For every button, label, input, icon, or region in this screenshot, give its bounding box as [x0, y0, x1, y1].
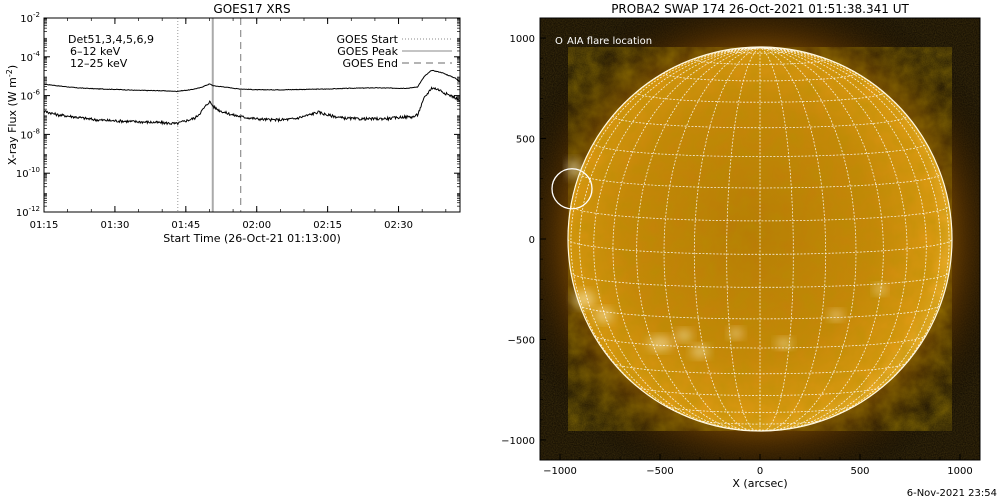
xrs-curves	[44, 18, 460, 212]
swap-xtick-label: −1000	[543, 466, 577, 477]
swap-ytick-label: −1000	[501, 436, 535, 447]
swap-xtick-label: 0	[757, 466, 763, 477]
grid-line	[759, 47, 950, 413]
active-region	[676, 329, 692, 342]
xrs-xtick-label: 02:30	[384, 220, 413, 231]
active-region	[729, 328, 743, 339]
grid-line	[613, 362, 907, 375]
grid-line	[759, 47, 827, 432]
xrs-title: GOES17 XRS	[213, 2, 290, 16]
active-region	[595, 308, 613, 323]
active-region	[829, 310, 843, 321]
grid-line	[570, 205, 950, 222]
sun-texture	[568, 47, 952, 431]
xrs-panel: GOES17 XRS 10-12 10-10 10-8 10-6 10-4 10-2 01…	[5, 2, 461, 245]
flare-annotation: AIA flare location	[567, 36, 652, 47]
grid-line	[693, 57, 827, 65]
xrs-series-line	[44, 69, 460, 93]
grid-line	[593, 47, 761, 430]
legend-detectors: Det51,3,4,5,6,9	[68, 33, 154, 46]
xrs-ylabel: X-ray Flux (W m-2)	[5, 65, 19, 165]
xrs-xtick-label: 01:15	[30, 220, 59, 231]
xrs-x-axis: 01:15 01:30 01:45 02:00 02:15 02:30	[30, 18, 447, 231]
grid-line	[612, 115, 908, 129]
swap-ytick-label: 0	[529, 235, 535, 246]
grid-line	[696, 419, 824, 425]
grid-line	[759, 47, 794, 432]
footer-timestamp: 6-Nov-2021 23:54	[907, 488, 997, 499]
grid-line	[663, 47, 761, 432]
grid-line	[637, 386, 883, 396]
xrs-xtick-label: 01:30	[100, 220, 129, 231]
grid-line	[726, 49, 794, 54]
xrs-ytick-label: 10-2	[20, 11, 40, 25]
xrs-xlabel: Start Time (26-Oct-21 01:13:00)	[163, 232, 341, 245]
active-region	[776, 338, 792, 349]
legend-goes-end: GOES End	[342, 57, 398, 70]
swap-xlabel: X (arcsec)	[732, 477, 787, 490]
xrs-series-line	[44, 86, 460, 126]
grid-line	[579, 47, 761, 427]
xrs-xtick-label: 02:00	[242, 220, 271, 231]
sun-limb	[567, 46, 953, 432]
xrs-legend-left: Det51,3,4,5,6,9 6–12 keV 12–25 keV	[68, 33, 154, 70]
grid-line	[759, 47, 927, 430]
grid-line	[579, 173, 941, 189]
grid-line	[636, 91, 884, 103]
grid-line	[759, 47, 857, 432]
xrs-ytick-label: 10-4	[20, 50, 40, 64]
xrs-ytick-label: 10-10	[16, 166, 40, 180]
grid-line	[570, 47, 761, 413]
swap-ytick-label: 1000	[510, 34, 535, 45]
grid-line	[693, 47, 761, 432]
swap-x-axis: −1000 −500 0 500 1000	[543, 454, 973, 477]
xrs-xtick-label: 01:45	[171, 220, 200, 231]
swap-xtick-label: −500	[646, 466, 673, 477]
active-region	[874, 284, 886, 295]
swap-ytick-label: −500	[508, 335, 535, 346]
swap-ytick-label: 500	[516, 135, 535, 146]
xrs-plot-area	[44, 18, 460, 212]
flare-location-circle	[551, 168, 593, 210]
grid-line	[593, 142, 927, 158]
xrs-xtick-label: 02:15	[313, 220, 342, 231]
grid-line	[570, 272, 950, 288]
swap-y-axis: −1000 −500 0 500 1000	[501, 34, 546, 447]
legend-6-12-kev: 6–12 keV	[70, 45, 121, 58]
swap-xtick-label: 1000	[947, 466, 972, 477]
active-region	[648, 336, 672, 351]
xrs-frame	[43, 17, 461, 213]
grid-line	[663, 72, 857, 82]
swap-image: O AIA flare location	[540, 18, 980, 460]
grid-line	[664, 405, 856, 413]
grid-line	[579, 304, 941, 320]
swap-xtick-label: 500	[850, 466, 869, 477]
grid-line	[567, 238, 953, 255]
xrs-legend-right: GOES Start GOES Peak GOES End	[337, 33, 452, 70]
grid-line	[759, 47, 941, 427]
legend-goes-start: GOES Start	[337, 33, 399, 46]
xrs-ytick-label: 10-6	[20, 89, 40, 103]
swap-panel: PROBA2 SWAP 174 26-Oct-2021 01:51:38.341…	[501, 2, 981, 490]
legend-goes-peak: GOES Peak	[337, 45, 398, 58]
swap-title: PROBA2 SWAP 174 26-Oct-2021 01:51:38.341…	[611, 2, 909, 16]
xrs-y-axis: 10-12 10-10 10-8 10-6 10-4 10-2	[16, 11, 460, 219]
xrs-ytick-label: 10-12	[16, 205, 40, 219]
grid-line	[726, 47, 761, 432]
legend-12-25-kev: 12–25 keV	[70, 57, 128, 70]
flare-annotation-marker: O	[555, 36, 563, 47]
xrs-ytick-label: 10-8	[20, 127, 40, 141]
